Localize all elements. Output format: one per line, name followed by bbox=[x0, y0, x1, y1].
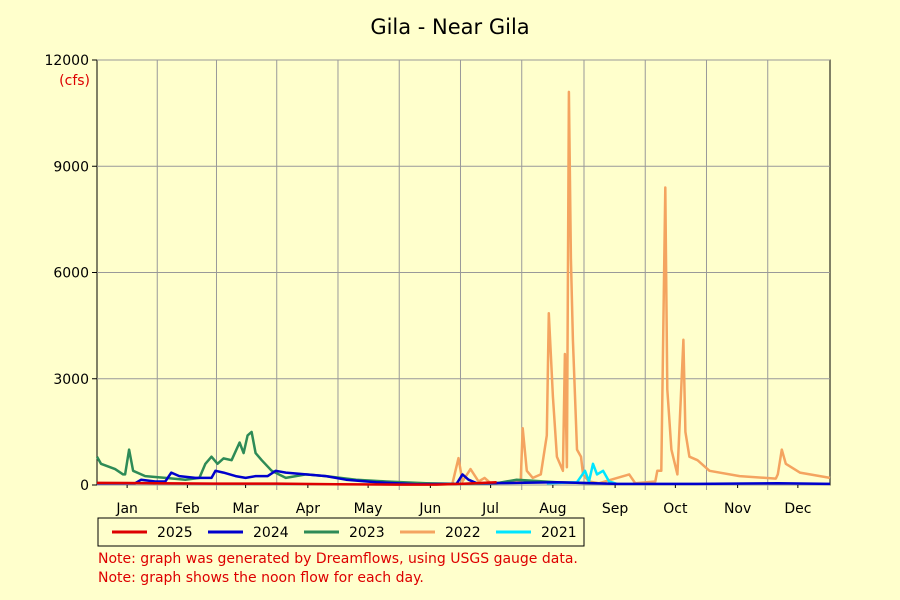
x-tick-label: Jun bbox=[418, 501, 441, 517]
x-tick-label: Jan bbox=[115, 501, 138, 517]
legend-label: 2024 bbox=[253, 525, 289, 541]
note: Note: graph was generated by Dreamflows,… bbox=[98, 551, 578, 567]
series-line bbox=[95, 430, 598, 486]
x-tick-label: Jul bbox=[481, 501, 499, 517]
x-tick-label: Apr bbox=[296, 501, 320, 517]
y-tick-label: 3000 bbox=[53, 372, 89, 388]
chart-title: Gila - Near Gila bbox=[370, 15, 529, 39]
legend-label: 2023 bbox=[349, 525, 385, 541]
x-tick-label: Feb bbox=[175, 501, 200, 517]
y-tick-label: 0 bbox=[80, 478, 89, 494]
series-line bbox=[451, 90, 831, 485]
y-tick-label: 9000 bbox=[53, 159, 89, 175]
y-tick-label: 12000 bbox=[44, 53, 89, 69]
note: Note: graph shows the noon flow for each… bbox=[98, 570, 424, 586]
legend-label: 2025 bbox=[157, 525, 193, 541]
legend-label: 2021 bbox=[541, 525, 577, 541]
y-tick-label: 6000 bbox=[53, 266, 89, 282]
series-line bbox=[97, 469, 831, 486]
x-tick-label: Nov bbox=[724, 501, 751, 517]
legend-label: 2022 bbox=[445, 525, 481, 541]
y-unit: (cfs) bbox=[59, 73, 90, 89]
series-line bbox=[96, 480, 497, 486]
x-tick-label: Aug bbox=[539, 501, 566, 517]
series-line bbox=[546, 462, 618, 486]
x-tick-label: May bbox=[354, 501, 383, 517]
x-tick-label: Oct bbox=[663, 501, 688, 517]
x-tick-label: Dec bbox=[784, 501, 811, 517]
x-tick-label: Mar bbox=[232, 501, 259, 517]
x-tick-label: Sep bbox=[602, 501, 629, 517]
